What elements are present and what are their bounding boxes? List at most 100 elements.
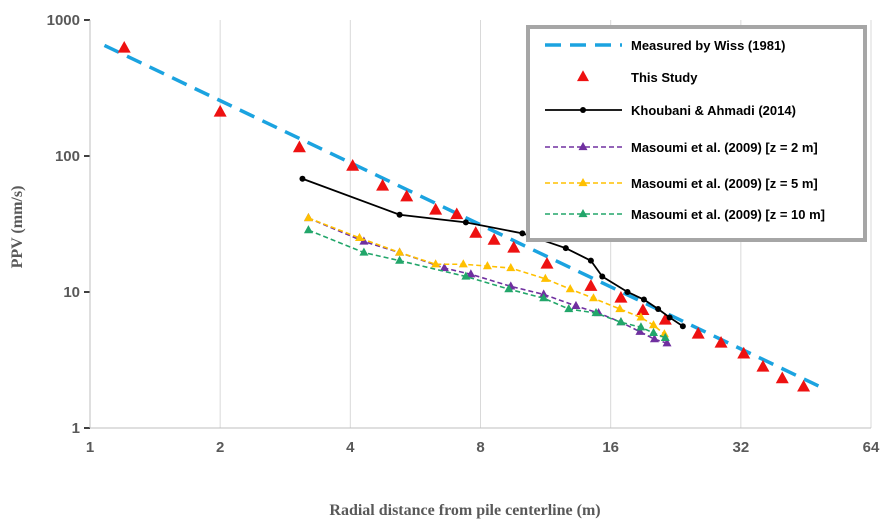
legend-swatch-marker: [578, 141, 588, 151]
data-point: [462, 219, 469, 226]
data-point: [117, 40, 131, 53]
data-point: [565, 284, 575, 293]
data-point: [562, 245, 569, 252]
legend-label: Measured by Wiss (1981): [631, 38, 786, 53]
data-point: [649, 334, 659, 343]
data-point: [359, 247, 369, 256]
y-tick-label: 10: [63, 284, 80, 301]
x-tick-labels: 1 2 4 8 16 32 64: [86, 439, 880, 456]
legend-box: [526, 25, 867, 242]
data-point: [346, 159, 360, 171]
data-point: [213, 104, 227, 117]
data-point: [429, 202, 443, 215]
data-point: [775, 371, 789, 384]
data-point: [540, 273, 550, 282]
x-tick-label: 64: [863, 439, 880, 456]
data-point: [599, 273, 606, 280]
x-axis-title: Radial distance from pile centerline (m): [329, 502, 600, 519]
x-tick-label: 2: [216, 439, 224, 456]
series-1: [117, 40, 811, 392]
x-tick-label: 16: [602, 439, 619, 456]
data-point: [640, 296, 647, 303]
data-point: [636, 303, 650, 316]
series-2: [299, 175, 686, 330]
data-point: [635, 326, 645, 335]
series-group: [103, 40, 822, 392]
legend-label: Khoubani & Ahmadi (2014): [631, 103, 796, 118]
x-tick-label: 32: [732, 439, 749, 456]
data-point: [797, 379, 811, 392]
data-point: [649, 327, 659, 337]
legend-label: Masoumi et al. (2009) [z = 5 m]: [631, 176, 818, 191]
legend-entry-3: Masoumi et al. (2009) [z = 2 m]: [545, 140, 818, 155]
y-tick-label: 1000: [47, 12, 80, 29]
series-0: [103, 43, 822, 389]
data-point: [584, 279, 598, 291]
legend-entry-4: Masoumi et al. (2009) [z = 5 m]: [545, 176, 818, 191]
data-point: [636, 322, 646, 331]
legend-entry-2: Khoubani & Ahmadi (2014): [545, 103, 796, 118]
data-point: [359, 236, 369, 245]
data-point: [439, 263, 449, 272]
legend-swatch: [577, 70, 589, 82]
data-point: [458, 259, 468, 268]
data-point: [469, 226, 483, 238]
data-point: [292, 140, 306, 153]
data-point: [539, 293, 549, 302]
data-point: [395, 255, 405, 264]
data-point: [396, 211, 403, 218]
legend-label: This Study: [631, 70, 698, 85]
data-point: [400, 189, 414, 202]
data-point: [431, 259, 441, 268]
data-point: [450, 207, 464, 220]
x-tick-label: 8: [476, 439, 484, 456]
legend-entry-5: Masoumi et al. (2009) [z = 10 m]: [545, 207, 825, 222]
data-point: [540, 256, 554, 269]
data-point: [564, 303, 574, 313]
data-point: [466, 269, 476, 278]
series-4: [303, 212, 669, 338]
data-point: [504, 284, 514, 293]
data-point: [303, 225, 313, 234]
data-point: [691, 326, 705, 339]
x-tick-label: 1: [86, 439, 94, 456]
data-point: [615, 303, 625, 313]
data-point: [506, 263, 516, 272]
data-point: [666, 314, 673, 321]
legend-entry-0: Measured by Wiss (1981): [545, 38, 786, 53]
legend-items: Measured by Wiss (1981) This Study Khouban…: [545, 38, 825, 222]
series-line: [308, 229, 666, 339]
legend-label: Masoumi et al. (2009) [z = 2 m]: [631, 140, 818, 155]
legend: Measured by Wiss (1981) This Study Khouban…: [526, 25, 867, 242]
data-point: [376, 178, 390, 191]
data-point: [591, 308, 601, 317]
data-point: [737, 346, 751, 359]
data-point: [354, 232, 364, 241]
data-point: [649, 320, 659, 329]
data-point: [679, 323, 686, 330]
y-tick-labels: 1 10 100 1000: [47, 12, 80, 437]
data-point: [299, 175, 306, 182]
data-point: [660, 332, 670, 341]
data-point: [395, 247, 405, 256]
data-point: [655, 305, 662, 312]
data-point: [571, 300, 581, 310]
legend-swatch-marker: [578, 208, 588, 218]
data-point: [614, 290, 628, 303]
legend-swatch-marker: [578, 177, 588, 187]
data-point: [487, 233, 501, 245]
axes: [89, 20, 871, 429]
data-point: [507, 240, 521, 253]
legend-label: Masoumi et al. (2009) [z = 10 m]: [631, 207, 825, 222]
y-tick-label: 1: [72, 420, 80, 437]
data-point: [587, 257, 594, 264]
data-point: [461, 271, 471, 280]
data-point: [588, 293, 598, 302]
legend-swatch-marker: [580, 107, 586, 113]
data-point: [519, 230, 526, 237]
series-5: [303, 225, 670, 341]
data-point: [662, 338, 672, 347]
legend-entry-1: This Study: [577, 70, 698, 85]
data-point: [303, 212, 313, 222]
